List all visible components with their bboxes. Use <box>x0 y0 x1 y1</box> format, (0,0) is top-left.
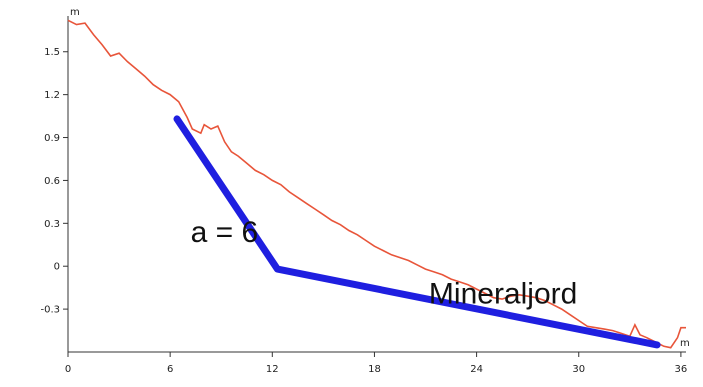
x-tick-label: 18 <box>368 364 381 375</box>
series-layer <box>67 19 686 349</box>
x-tick-label: 36 <box>675 364 688 375</box>
x-tick-label: 24 <box>470 364 483 375</box>
y-tick-label: 0.3 <box>44 219 60 230</box>
y-tick-label: 1.2 <box>44 90 60 101</box>
slope-annotation: a = 6 <box>191 216 259 249</box>
y-unit-label: m <box>70 7 80 18</box>
x-tick-label: 30 <box>572 364 585 375</box>
fitted-slope-line <box>173 115 661 349</box>
x-ticks: 0 6 12 18 24 30 36 <box>65 352 687 375</box>
y-tick-label: 0.6 <box>44 176 60 187</box>
y-tick-label: 0 <box>54 262 60 273</box>
x-unit-label: m <box>680 338 690 349</box>
annotation-layer: a = 6 Mineraljord <box>191 216 578 310</box>
y-tick-label: 0.9 <box>44 133 60 144</box>
y-tick-label: 1.5 <box>44 47 60 58</box>
chart-axes <box>67 16 686 353</box>
x-tick-label: 0 <box>65 364 71 375</box>
y-ticks: 1.5 1.2 0.9 0.6 0.3 0 -0.3 <box>40 47 68 316</box>
y-tick-label: -0.3 <box>40 305 60 316</box>
terrain-profile-line <box>67 19 686 349</box>
x-tick-label: 6 <box>167 364 173 375</box>
soil-annotation: Mineraljord <box>429 277 577 310</box>
x-tick-label: 12 <box>266 364 279 375</box>
